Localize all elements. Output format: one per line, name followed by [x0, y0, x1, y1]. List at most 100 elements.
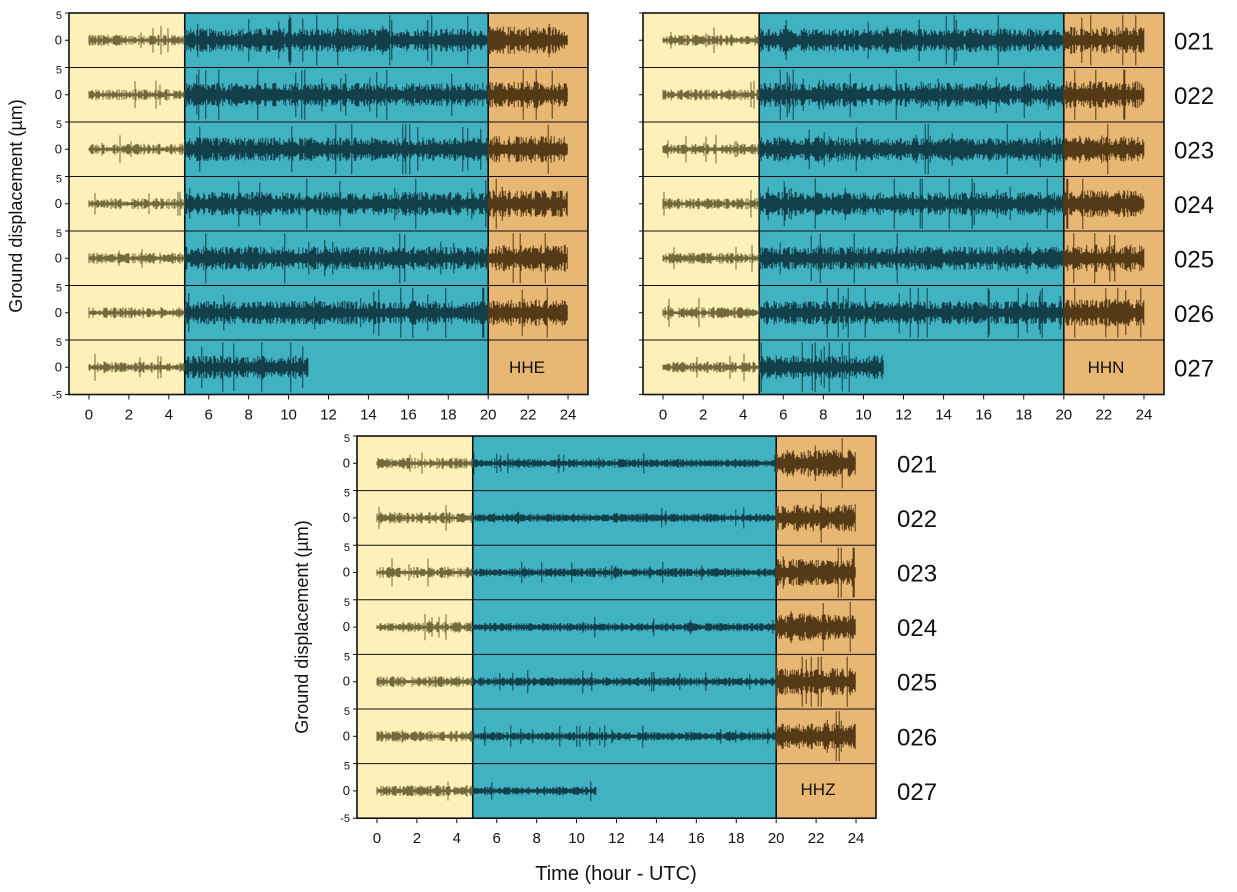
trace-segment: [88, 248, 185, 268]
x-tick-label: 16: [400, 407, 417, 424]
x-tick-label: 14: [935, 407, 952, 424]
y-tick-label: 5: [56, 337, 62, 349]
trace-segment: [662, 27, 760, 54]
trace-segment: [472, 617, 777, 638]
y-tick-label: 0: [343, 455, 350, 470]
trace-label: 025: [1174, 246, 1214, 273]
trace-segment: [1063, 15, 1145, 66]
x-tick-label: 2: [699, 407, 707, 424]
trace-segment: [376, 676, 473, 688]
y-tick-label: 0: [55, 359, 62, 374]
trace-hhe-023: [88, 124, 568, 175]
trace-segment: [376, 505, 473, 531]
trace-segment: [758, 287, 1064, 338]
x-tick-label: 20: [480, 407, 497, 424]
trace-hhn-021: [662, 15, 1145, 66]
trace-segment: [758, 342, 884, 393]
trace-segment: [376, 558, 473, 587]
trace-segment: [88, 353, 185, 381]
x-tick-label: 0: [659, 407, 667, 424]
trace-hhz-023: [376, 547, 856, 598]
x-tick-label: 16: [688, 830, 705, 847]
trace-segment: [662, 189, 760, 218]
x-tick-label: 10: [280, 407, 297, 424]
trace-segment: [1063, 124, 1145, 175]
trace-segment: [487, 23, 568, 57]
trace-hhz-025: [376, 656, 856, 707]
x-tick-label: 20: [768, 830, 785, 847]
x-tick-label: 22: [520, 407, 537, 424]
x-tick-label: 8: [532, 830, 540, 847]
y-tick-label: 5: [56, 283, 62, 295]
y-tick-label: 5: [56, 119, 62, 131]
y-tick-label: -5: [52, 390, 62, 402]
trace-segment: [1063, 287, 1145, 338]
trace-label: 023: [897, 561, 937, 588]
trace-segment: [184, 287, 489, 338]
y-tick-label: 5: [56, 228, 62, 240]
y-tick-label: 5: [56, 65, 62, 77]
trace-segment: [487, 233, 568, 284]
y-tick-label: 5: [344, 706, 350, 718]
x-tick-label: 0: [373, 830, 381, 847]
x-axis-label: Time (hour - UTC): [535, 863, 696, 885]
channel-label: HHZ: [801, 780, 836, 799]
x-tick-label: 12: [608, 830, 625, 847]
x-tick-label: 22: [1096, 407, 1113, 424]
trace-segment: [775, 711, 856, 762]
trace-segment: [184, 124, 489, 175]
x-tick-label: 18: [440, 407, 457, 424]
x-tick-label: 4: [453, 830, 461, 847]
trace-label: 026: [897, 724, 937, 751]
x-tick-label: 22: [808, 830, 825, 847]
y-tick-label: 5: [344, 761, 350, 773]
trace-segment: [88, 191, 185, 216]
x-tick-label: 16: [975, 407, 992, 424]
x-tick-label: 8: [244, 407, 252, 424]
trace-segment: [775, 656, 856, 707]
trace-segment: [376, 729, 473, 743]
y-tick-label: 0: [343, 619, 350, 634]
trace-segment: [184, 233, 489, 284]
trace-hhz-024: [376, 602, 856, 653]
trace-hhe-026: [88, 287, 568, 338]
trace-segment: [758, 15, 1064, 66]
trace-segment: [487, 287, 568, 338]
trace-label: 023: [1174, 137, 1214, 164]
x-tick-label: 24: [1136, 407, 1153, 424]
trace-segment: [472, 670, 777, 694]
trace-segment: [88, 80, 185, 109]
trace-segment: [662, 353, 760, 381]
trace-segment: [758, 69, 1064, 120]
x-tick-label: 24: [848, 830, 865, 847]
trace-hhn-024: [662, 178, 1145, 229]
trace-segment: [88, 25, 185, 55]
trace-segment: [472, 561, 777, 584]
x-tick-label: 12: [895, 407, 912, 424]
trace-label: 024: [897, 615, 937, 642]
trace-label: 027: [1174, 355, 1214, 382]
trace-segment: [472, 452, 777, 474]
trace-segment: [662, 80, 760, 109]
trace-hhn-025: [662, 233, 1145, 284]
x-tick-label: 10: [568, 830, 585, 847]
y-tick-label: 5: [56, 174, 62, 186]
y-tick-label: 0: [55, 141, 62, 156]
x-tick-label: 2: [125, 407, 133, 424]
y-tick-label: 5: [344, 597, 350, 609]
trace-hhe-024: [88, 178, 568, 229]
trace-hhn-023: [662, 124, 1145, 175]
trace-hhe-021: [88, 15, 568, 66]
trace-hhz-022: [376, 492, 856, 543]
y-tick-label: 0: [55, 87, 62, 102]
x-tick-label: 6: [205, 407, 213, 424]
x-tick-label: 10: [855, 407, 872, 424]
x-tick-label: 14: [360, 407, 377, 424]
y-tick-label: 5: [56, 10, 62, 22]
y-tick-label: 0: [55, 305, 62, 320]
y-tick-label: 0: [343, 565, 350, 580]
y-tick-label: -5: [340, 813, 350, 825]
trace-label: 026: [1174, 301, 1214, 328]
trace-hhe-022: [88, 69, 568, 120]
